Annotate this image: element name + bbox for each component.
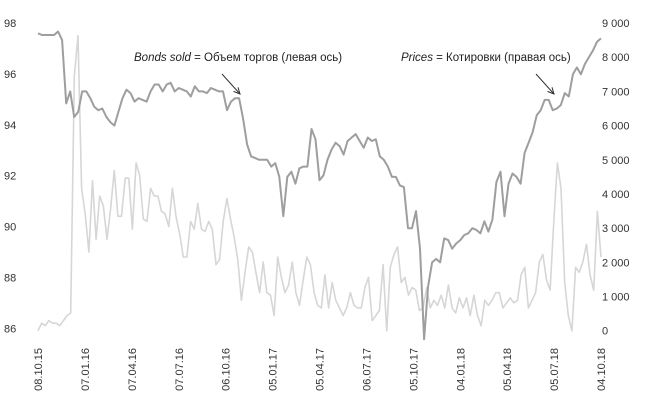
plot-lines [37, 30, 602, 341]
annotation-label: Bonds sold = Объем торгов (левая ось) [134, 52, 342, 64]
annotations: Bonds sold = Объем торгов (левая ось) Pri… [134, 52, 571, 95]
right-tick-label: 4 000 [602, 189, 630, 201]
x-axis-ticks: 08.10.15 07.01.16 07.04.16 07.07.16 06.10.16… [33, 348, 608, 391]
left-tick-label: 86 [4, 323, 16, 335]
annotation-arrowhead [547, 87, 555, 95]
annotation-label: Prices = Котировки (правая ось) [401, 52, 571, 64]
right-tick-label: 9 000 [602, 18, 630, 30]
right-tick-label: 2 000 [602, 257, 630, 269]
x-tick-label: 05.04.17 [315, 348, 327, 391]
annotation-arrow [535, 73, 555, 95]
annotation-arrowhead [233, 87, 241, 95]
x-tick-label: 08.10.15 [33, 348, 45, 391]
annotation-description: = Объем торгов (левая ось) [191, 52, 342, 64]
x-tick-label: 07.04.16 [127, 348, 139, 391]
x-tick-label: 06.10.16 [221, 348, 233, 391]
right-tick-label: 5 000 [602, 155, 630, 167]
series-bonds-sold-line [37, 34, 602, 332]
x-tick-label: 05.04.18 [502, 348, 514, 391]
annotation-series-name: Bonds sold [134, 52, 192, 64]
x-tick-label: 07.07.16 [174, 348, 186, 391]
annotation-arrow [221, 73, 241, 95]
right-tick-label: 7 000 [602, 86, 630, 98]
x-tick-label: 04.01.18 [455, 348, 467, 391]
left-tick-label: 92 [4, 171, 16, 183]
annotation-series-name: Prices [401, 52, 433, 64]
left-tick-label: 96 [4, 69, 16, 81]
series-prices-line [37, 30, 602, 341]
left-tick-label: 90 [4, 222, 16, 234]
right-tick-label: 8 000 [602, 52, 630, 64]
right-tick-label: 3 000 [602, 223, 630, 235]
left-tick-label: 94 [4, 120, 16, 132]
right-tick-label: 0 [602, 326, 608, 338]
x-tick-label: 05.01.17 [268, 348, 280, 391]
left-axis-ticks: 86 88 90 92 94 96 98 [4, 18, 16, 335]
left-tick-label: 98 [4, 18, 16, 30]
left-tick-label: 88 [4, 272, 16, 284]
x-tick-label: 04.10.18 [596, 348, 608, 391]
right-tick-label: 6 000 [602, 121, 630, 133]
x-tick-label: 05.07.18 [549, 348, 561, 391]
x-tick-label: 06.07.17 [361, 348, 373, 391]
x-tick-label: 07.01.16 [80, 348, 92, 391]
annotation-description: = Котировки (правая ось) [433, 52, 571, 64]
x-tick-label: 05.10.17 [408, 348, 420, 391]
right-tick-label: 1 000 [602, 292, 630, 304]
right-axis-ticks: 0 1 000 2 000 3 000 4 000 5 000 6 000 7 000 8 00… [602, 18, 630, 338]
